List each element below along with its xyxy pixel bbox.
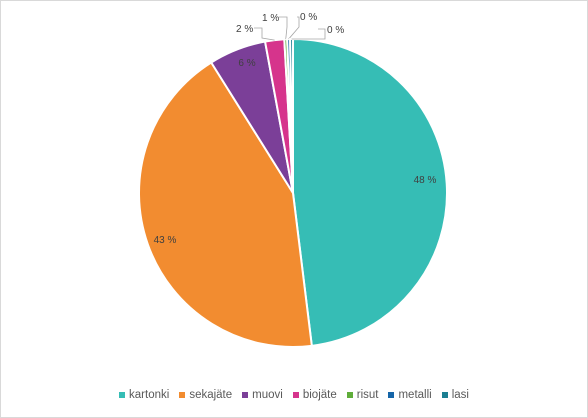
leader-line-risut: [279, 16, 288, 40]
legend-item-metalli: metalli: [388, 389, 432, 401]
legend-swatch: [242, 392, 249, 398]
legend-label: muovi: [252, 389, 283, 401]
legend-label: sekajäte: [189, 389, 233, 401]
legend-label: metalli: [398, 389, 432, 401]
pie-slice-kartonki: [292, 37, 448, 347]
legend-swatch: [179, 392, 186, 398]
data-label-biojäte: 2 %: [236, 24, 253, 35]
legend-label: lasi: [451, 389, 469, 401]
data-label-sekajäte: 43 %: [154, 235, 177, 246]
legend-item-risut: risut: [346, 389, 379, 401]
data-label-risut: 1 %: [262, 13, 279, 24]
legend-swatch: [388, 392, 395, 398]
legend: kartonki sekajäte muovi biojäte risut metalli…: [0, 389, 588, 401]
legend-swatch: [441, 392, 448, 398]
legend-item-biojäte: biojäte: [292, 389, 337, 401]
legend-item-kartonki: kartonki: [119, 389, 169, 401]
legend-label: kartonki: [129, 389, 170, 401]
legend-swatch: [119, 392, 126, 398]
data-label-metalli: 0 %: [300, 12, 317, 23]
legend-swatch: [292, 392, 299, 398]
leader-line-biojäte: [254, 27, 275, 41]
data-label-kartonki: 48 %: [414, 175, 437, 186]
pie-slice-sekajäte: [138, 61, 313, 348]
legend-item-lasi: lasi: [441, 389, 469, 401]
legend-label: biojäte: [302, 389, 337, 401]
leader-line-metalli: [288, 16, 300, 40]
legend-label: risut: [356, 389, 379, 401]
legend-item-sekajäte: sekajäte: [179, 389, 232, 401]
legend-swatch: [346, 392, 353, 398]
leader-line-lasi: [291, 28, 326, 40]
legend-item-muovi: muovi: [242, 389, 283, 401]
data-label-lasi: 0 %: [327, 25, 344, 36]
data-label-muovi: 6 %: [238, 58, 255, 69]
